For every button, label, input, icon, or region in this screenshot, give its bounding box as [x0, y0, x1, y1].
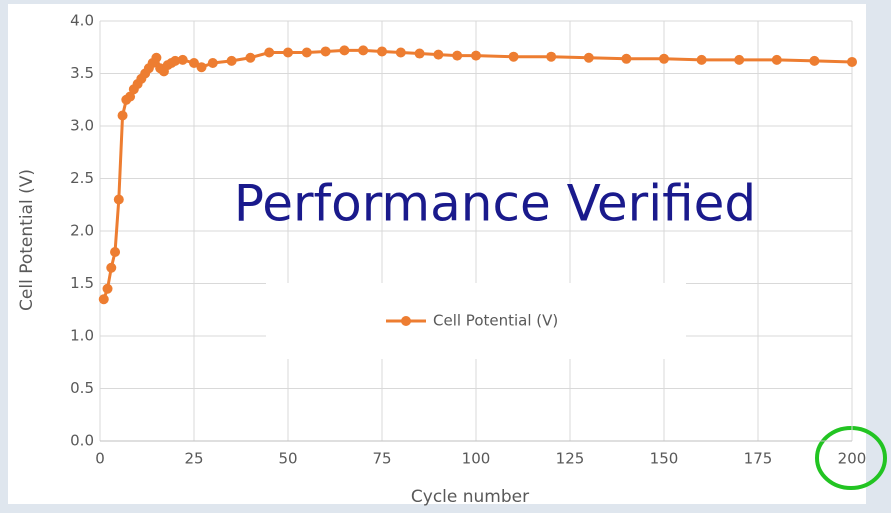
x-tick-label: 100 [462, 450, 491, 468]
data-point [414, 48, 425, 59]
legend: Cell Potential (V) [266, 283, 686, 359]
x-tick-label: 50 [278, 450, 297, 468]
data-point [696, 54, 707, 65]
data-point [301, 47, 312, 58]
highlight-circle [815, 426, 887, 490]
chart-panel [8, 4, 866, 504]
y-tick-label: 3.5 [70, 64, 94, 82]
data-point [102, 283, 113, 294]
y-tick-label: 1.0 [70, 327, 94, 345]
data-point [433, 49, 444, 60]
data-point [226, 55, 237, 66]
data-point [320, 46, 331, 57]
data-point [659, 53, 669, 64]
y-tick-label: 0.0 [70, 432, 94, 450]
legend-marker [401, 316, 411, 326]
data-point [583, 52, 594, 63]
x-tick-label: 0 [95, 450, 105, 468]
data-point [98, 294, 109, 305]
x-tick-label: 150 [650, 450, 679, 468]
data-point [117, 110, 128, 121]
data-point [508, 51, 519, 62]
annotation: Performance Verified [234, 175, 756, 233]
data-point [245, 52, 256, 63]
x-tick-label: 75 [372, 450, 391, 468]
data-point [471, 50, 481, 61]
x-tick-label: 175 [744, 450, 773, 468]
data-point [177, 54, 188, 65]
data-point [283, 47, 293, 58]
data-point [151, 52, 162, 63]
y-tick-label: 3.0 [70, 117, 94, 135]
data-point [106, 262, 117, 273]
y-tick-label: 2.5 [70, 169, 94, 187]
data-point [110, 247, 121, 257]
data-point [546, 51, 557, 62]
data-point [196, 62, 207, 73]
data-point [809, 55, 820, 66]
data-point [377, 46, 387, 57]
data-point [189, 58, 199, 68]
data-point [125, 91, 136, 102]
y-tick-label: 2.0 [70, 222, 94, 240]
data-point [170, 55, 181, 66]
data-point [452, 50, 463, 61]
x-tick-label: 200 [838, 450, 867, 468]
data-point [395, 47, 406, 58]
legend-box [266, 283, 686, 359]
data-point [771, 54, 782, 65]
y-tick-label: 1.5 [70, 274, 94, 292]
data-point [113, 194, 124, 205]
data-point [358, 45, 369, 56]
data-point [847, 56, 857, 67]
x-tick-label: 125 [556, 450, 585, 468]
data-point [207, 58, 218, 68]
x-tick-label: 25 [184, 450, 203, 468]
y-tick-label: 0.5 [70, 379, 94, 397]
legend-label: Cell Potential (V) [433, 312, 558, 330]
y-tick-label: 4.0 [70, 12, 94, 30]
data-point [339, 45, 350, 56]
data-point [264, 47, 275, 58]
data-point [621, 53, 632, 64]
data-point [734, 54, 745, 65]
x-axis-label: Cycle number [411, 487, 529, 507]
y-axis-label: Cell Potential (V) [17, 169, 37, 311]
